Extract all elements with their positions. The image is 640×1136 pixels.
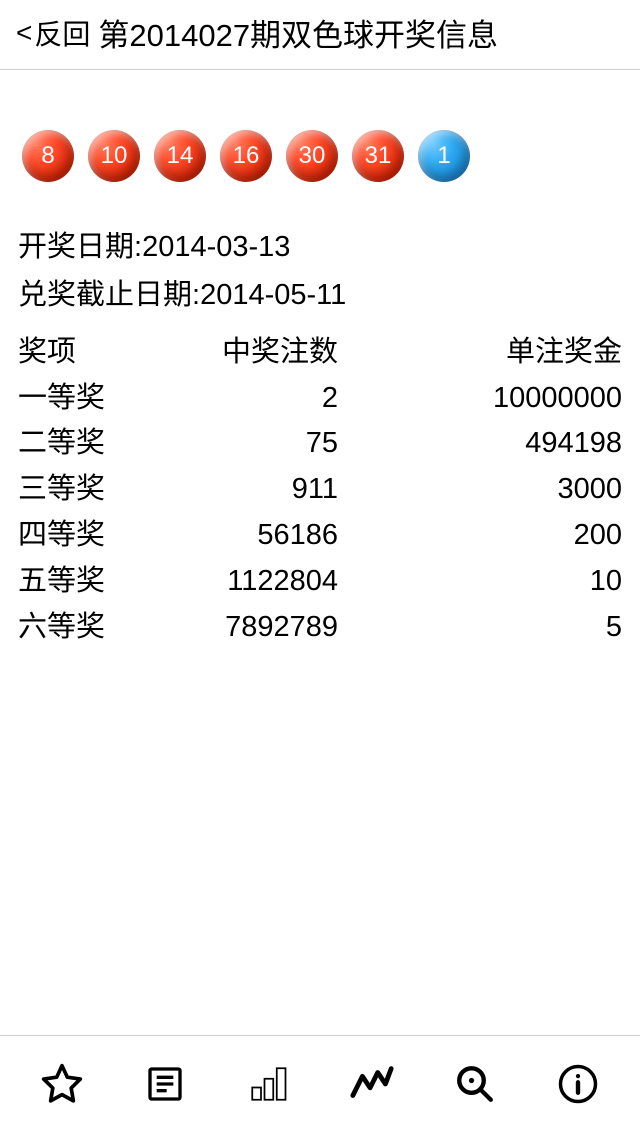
tier-cell: 三等奖 — [18, 467, 198, 513]
count-cell: 7892789 — [198, 605, 338, 651]
tier-cell: 四等奖 — [18, 513, 198, 559]
draw-date-row: 开奖日期:2014-03-13 — [18, 224, 624, 272]
red-ball: 14 — [154, 130, 206, 182]
info-button[interactable] — [550, 1056, 606, 1112]
favorite-button[interactable] — [34, 1056, 90, 1112]
prize-cell: 5 — [338, 605, 622, 651]
table-row: 五等奖 1122804 10 — [18, 559, 622, 605]
table-header: 奖项 — [18, 330, 198, 376]
info-icon — [557, 1063, 599, 1105]
list-icon — [145, 1064, 185, 1104]
table-header-row: 奖项 中奖注数 单注奖金 — [18, 330, 622, 376]
table-row: 二等奖 75 494198 — [18, 421, 622, 467]
lottery-balls: 8 10 14 16 30 31 1 — [16, 90, 624, 224]
list-button[interactable] — [137, 1056, 193, 1112]
count-cell: 911 — [198, 467, 338, 513]
draw-date-value: 2014-03-13 — [142, 231, 290, 263]
table-header: 中奖注数 — [198, 330, 338, 376]
tier-cell: 六等奖 — [18, 605, 198, 651]
prize-cell: 10000000 — [338, 376, 622, 422]
table-row: 三等奖 911 3000 — [18, 467, 622, 513]
prize-table: 奖项 中奖注数 单注奖金 一等奖 2 10000000 二等奖 75 49419… — [16, 328, 624, 651]
table-row: 六等奖 7892789 5 — [18, 605, 622, 651]
page-title: 第2014027期双色球开奖信息 — [98, 10, 498, 55]
content: 8 10 14 16 30 31 1 开奖日期:2014-03-13 兑奖截止日… — [0, 70, 640, 1035]
count-cell: 75 — [198, 421, 338, 467]
prize-cell: 3000 — [338, 467, 622, 513]
tier-cell: 五等奖 — [18, 559, 198, 605]
back-label: 反回 — [34, 13, 90, 53]
red-ball: 10 — [88, 130, 140, 182]
deadline-row: 兑奖截止日期:2014-05-11 — [18, 272, 624, 320]
count-cell: 2 — [198, 376, 338, 422]
back-button[interactable]: < 反回 — [16, 13, 90, 53]
prize-cell: 200 — [338, 513, 622, 559]
table-row: 四等奖 56186 200 — [18, 513, 622, 559]
draw-date-label: 开奖日期: — [18, 231, 142, 263]
red-ball: 30 — [286, 130, 338, 182]
tier-cell: 一等奖 — [18, 376, 198, 422]
header: < 反回 第2014027期双色球开奖信息 — [0, 0, 640, 70]
prize-cell: 494198 — [338, 421, 622, 467]
search-button[interactable] — [447, 1056, 503, 1112]
star-icon — [40, 1062, 84, 1106]
date-section: 开奖日期:2014-03-13 兑奖截止日期:2014-05-11 — [16, 224, 624, 328]
table-row: 一等奖 2 10000000 — [18, 376, 622, 422]
red-ball: 16 — [220, 130, 272, 182]
bottom-toolbar — [0, 1035, 640, 1136]
tier-cell: 二等奖 — [18, 421, 198, 467]
prize-cell: 10 — [338, 559, 622, 605]
red-ball: 8 — [22, 130, 74, 182]
bar-chart-icon — [247, 1063, 289, 1105]
chevron-left-icon: < — [16, 19, 32, 47]
count-cell: 1122804 — [198, 559, 338, 605]
deadline-label: 兑奖截止日期: — [18, 279, 200, 311]
deadline-value: 2014-05-11 — [200, 279, 346, 311]
red-ball: 31 — [352, 130, 404, 182]
trend-button[interactable] — [344, 1056, 400, 1112]
trend-icon — [349, 1061, 395, 1107]
chart-button[interactable] — [240, 1056, 296, 1112]
count-cell: 56186 — [198, 513, 338, 559]
search-icon — [454, 1063, 496, 1105]
blue-ball: 1 — [418, 130, 470, 182]
table-header: 单注奖金 — [338, 330, 622, 376]
